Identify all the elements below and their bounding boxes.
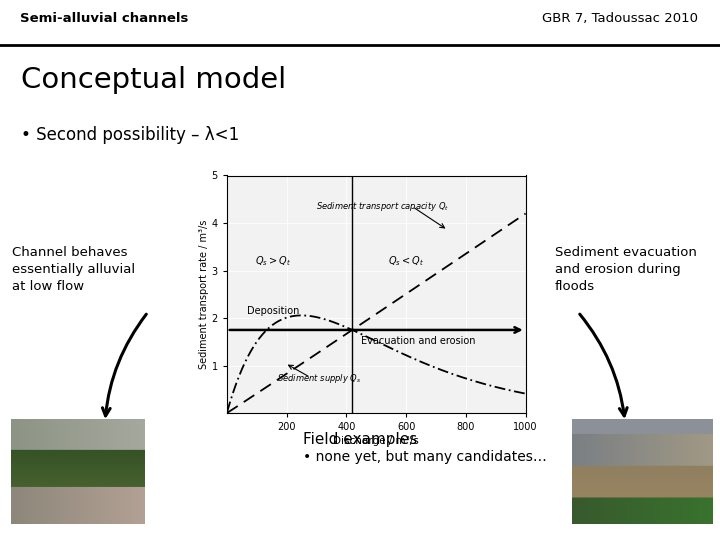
Text: Sediment supply $Q_s$: Sediment supply $Q_s$: [277, 373, 361, 386]
Text: $Q_s > Q_t$: $Q_s > Q_t$: [255, 254, 291, 268]
Text: • none yet, but many candidates…: • none yet, but many candidates…: [303, 450, 547, 464]
Text: Conceptual model: Conceptual model: [20, 66, 286, 94]
Text: Sediment evacuation
and erosion during
floods: Sediment evacuation and erosion during f…: [555, 246, 697, 294]
Text: Channel behaves
essentially alluvial
at low flow: Channel behaves essentially alluvial at …: [12, 246, 135, 294]
Text: $Q_s < Q_t$: $Q_s < Q_t$: [388, 254, 424, 268]
Text: Deposition: Deposition: [247, 306, 300, 316]
Text: • Second possibility – λ<1: • Second possibility – λ<1: [20, 126, 239, 144]
X-axis label: Discharge / m³/s: Discharge / m³/s: [333, 436, 419, 446]
Text: Sediment transport capacity $Q_t$: Sediment transport capacity $Q_t$: [315, 200, 449, 213]
Text: Semi-alluvial channels: Semi-alluvial channels: [20, 12, 189, 25]
Y-axis label: Sediment transport rate / m³/s: Sediment transport rate / m³/s: [199, 220, 209, 369]
Text: GBR 7, Tadoussac 2010: GBR 7, Tadoussac 2010: [542, 12, 698, 25]
Text: Evacuation and erosion: Evacuation and erosion: [361, 336, 475, 346]
Text: Field examples: Field examples: [303, 432, 418, 447]
